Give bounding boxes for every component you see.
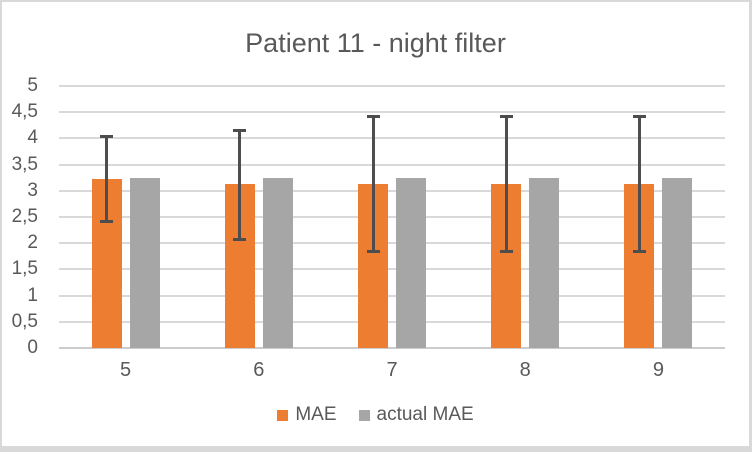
error-bar-cap xyxy=(632,114,646,118)
legend: MAE actual MAE xyxy=(2,404,749,426)
y-axis-label: 2,5 xyxy=(11,206,38,227)
legend-label-actual-mae: actual MAE xyxy=(376,404,474,425)
y-axis-label: 4,5 xyxy=(11,101,38,123)
y-axis-label: 3,5 xyxy=(11,153,38,175)
x-axis-label: 6 xyxy=(253,359,265,381)
error-bar-cap xyxy=(366,250,380,254)
error-bar-cap xyxy=(632,249,646,253)
bar-actual-mae xyxy=(129,178,160,348)
gridline xyxy=(59,320,725,323)
y-axis-label: 0 xyxy=(27,337,38,358)
y-axis-label: 4 xyxy=(27,127,38,149)
gridline xyxy=(59,189,725,192)
error-bar-line xyxy=(371,116,375,252)
legend-swatch-mae-icon xyxy=(277,409,289,421)
gridline xyxy=(59,137,725,140)
y-axis-label: 5 xyxy=(27,75,38,96)
error-bar-cap xyxy=(499,114,513,118)
x-axis-label: 5 xyxy=(120,359,132,381)
y-axis-label: 1 xyxy=(27,284,38,306)
error-bar-line xyxy=(504,116,508,252)
x-axis-label: 8 xyxy=(519,359,531,381)
y-axis-label: 1,5 xyxy=(11,258,38,280)
y-axis-label: 3 xyxy=(27,179,38,201)
y-axis-label: 0,5 xyxy=(11,310,38,332)
bar-actual-mae xyxy=(662,178,693,348)
plot-area xyxy=(59,85,725,349)
gridline xyxy=(59,163,725,166)
bar-actual-mae xyxy=(529,178,560,348)
bar-actual-mae xyxy=(396,178,426,348)
legend-item-mae: MAE xyxy=(277,404,337,426)
x-axis-line xyxy=(59,347,725,349)
error-bar-line xyxy=(238,130,242,240)
legend-label-mae: MAE xyxy=(295,404,337,425)
gridline xyxy=(59,85,725,87)
x-axis-label: 7 xyxy=(386,359,398,381)
gridline xyxy=(59,294,725,297)
error-bar-line xyxy=(105,136,109,222)
error-bar-cap xyxy=(366,114,380,118)
error-bar-cap xyxy=(499,250,513,254)
bar-actual-mae xyxy=(262,178,293,348)
gridline xyxy=(59,268,725,271)
error-bar-cap xyxy=(100,219,114,223)
error-bar-cap xyxy=(100,135,114,139)
error-bar-cap xyxy=(233,238,247,242)
gridline xyxy=(59,242,725,245)
chart-title: Patient 11 - night filter xyxy=(245,28,506,58)
error-bar-cap xyxy=(233,128,247,132)
legend-item-actual-mae: actual MAE xyxy=(358,404,474,426)
y-axis-label: 2 xyxy=(27,232,38,254)
gridline xyxy=(59,216,725,218)
gridline xyxy=(59,111,725,114)
legend-swatch-actual-mae-icon xyxy=(358,409,370,421)
x-axis-label: 9 xyxy=(652,359,664,381)
error-bar-line xyxy=(637,116,641,252)
